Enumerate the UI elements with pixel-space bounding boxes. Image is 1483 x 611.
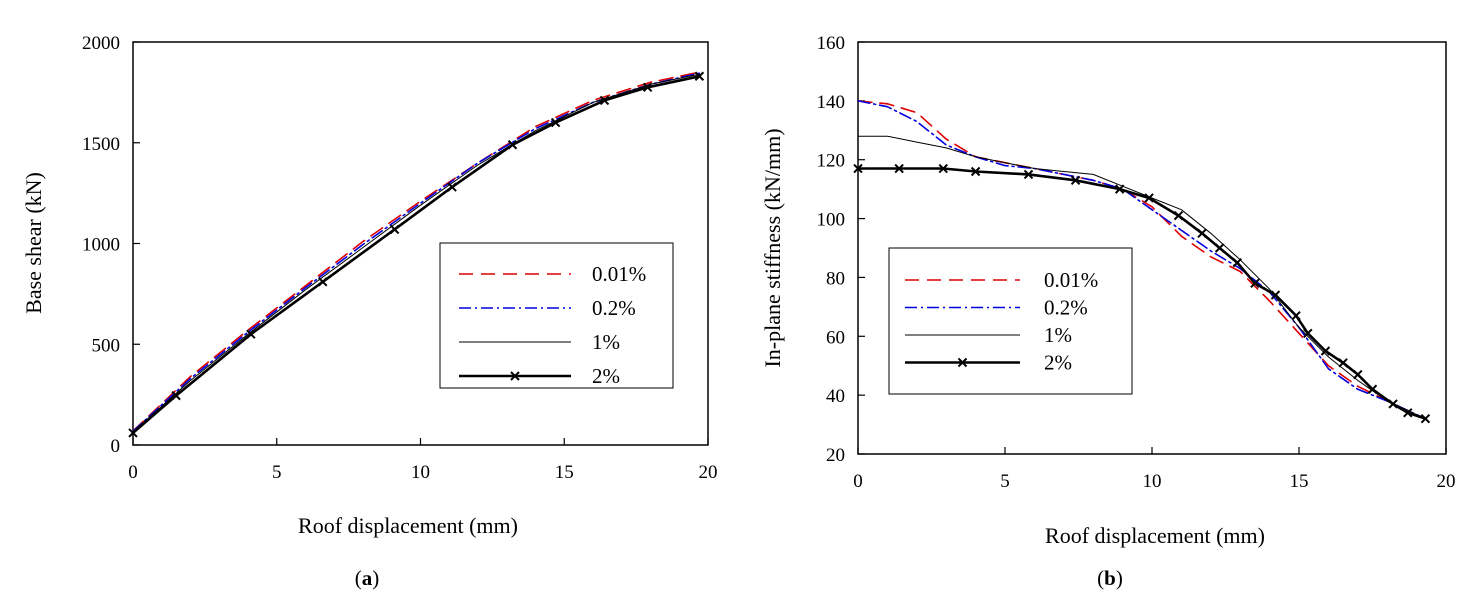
x-tick-label-b: 20 <box>1437 471 1456 492</box>
data-point-b-3 <box>853 163 863 174</box>
legend-entries-b: 0.01% 0.2% 1% 2% <box>905 268 1098 375</box>
legend-box-b <box>888 247 1133 395</box>
data-point-b-3 <box>1338 358 1348 368</box>
legend-label-b-1: 0.2% <box>1044 296 1088 320</box>
data-point-a-3 <box>642 82 653 93</box>
y-axis-label-a: Base shear (kN) <box>21 172 46 314</box>
caption-a: (a) <box>355 566 380 590</box>
data-point-b-3 <box>1250 278 1260 289</box>
data-point-b-3 <box>1173 210 1184 221</box>
y-tick-label-b: 80 <box>826 268 845 289</box>
data-point-b-3 <box>1367 384 1378 394</box>
data-point-a-3 <box>599 95 610 106</box>
data-point-a-3 <box>507 140 518 150</box>
data-point-a-3 <box>447 182 457 192</box>
data-point-b-3 <box>1403 408 1413 418</box>
legend-marker-b <box>957 357 968 368</box>
data-point-a-3 <box>318 277 328 287</box>
legend-label-b-3: 2% <box>1044 351 1072 375</box>
legend-label-a-2: 1% <box>592 330 620 354</box>
data-point-b-3 <box>1291 310 1301 321</box>
data-point-b-3 <box>970 166 981 177</box>
data-point-b-3 <box>1232 258 1242 268</box>
series-line-b-0 <box>857 100 1427 420</box>
y-tick-label-b: 140 <box>817 92 846 113</box>
x-tick-label-b: 0 <box>853 471 863 492</box>
legend-entries-a: 0.01% 0.2% 1% 2% <box>459 262 646 388</box>
y-tick-label-a: 1500 <box>82 134 120 155</box>
legend-label-a-3: 2% <box>592 364 620 388</box>
data-point-b-3 <box>1320 346 1331 356</box>
caption-a-open: ( <box>355 566 362 590</box>
y-tick-label-b: 60 <box>826 327 845 348</box>
y-axis-label-b: In-plane stiffness (kN/mm) <box>760 128 785 367</box>
x-axis-label-b: Roof displacement (mm) <box>1045 523 1265 548</box>
legend-label-b-0: 0.01% <box>1044 268 1098 292</box>
data-point-a-3 <box>171 390 181 401</box>
caption-a-close: ) <box>372 566 379 590</box>
data-point-b-3 <box>1070 175 1081 186</box>
data-point-a-3 <box>694 71 705 81</box>
chart-a: 0 5 10 15 20 0 500 1000 1500 2000 0.01% 0.2% 1% 2% R… <box>21 33 718 590</box>
legend-label-a-1: 0.2% <box>592 296 636 320</box>
data-point-a-3 <box>550 117 561 128</box>
chart-b: 0 5 10 15 20 20 40 60 80 100 120 140 160 0.01% 0.2% 1%… <box>760 33 1456 590</box>
data-point-a-3 <box>389 224 400 235</box>
x-tick-label-b: 15 <box>1290 471 1309 492</box>
data-point-b-3 <box>894 163 904 174</box>
y-tick-label-b: 100 <box>817 210 846 231</box>
x-tick-label-b: 10 <box>1143 471 1162 492</box>
data-point-b-3 <box>1144 193 1154 203</box>
series-line-b-1 <box>857 100 1427 420</box>
data-point-b-3 <box>1114 184 1125 194</box>
y-tick-label-a: 2000 <box>82 33 120 54</box>
legend-b: 0.01% 0.2% 1% 2% <box>888 247 1133 395</box>
data-point-b-3 <box>1388 399 1398 409</box>
ticks-b: 0 5 10 15 20 20 40 60 80 100 120 140 160 <box>817 33 1456 492</box>
data-point-b-3 <box>1214 243 1225 253</box>
data-point-b-3 <box>1197 228 1207 238</box>
y-tick-label-a: 500 <box>92 335 121 356</box>
x-tick-label-a: 15 <box>555 462 574 483</box>
data-point-b-3 <box>1023 169 1034 180</box>
ticks-a: 0 5 10 15 20 0 500 1000 1500 2000 <box>82 33 718 483</box>
data-point-b-3 <box>1353 369 1363 380</box>
data-point-b-3 <box>1420 413 1431 424</box>
x-tick-label-a: 5 <box>272 462 282 483</box>
x-tick-label-b: 5 <box>1000 471 1010 492</box>
caption-a-letter: a <box>362 566 373 590</box>
caption-b-letter: b <box>1104 566 1116 590</box>
legend-label-a-0: 0.01% <box>592 262 646 286</box>
y-tick-label-b: 40 <box>826 386 845 407</box>
legend-a: 0.01% 0.2% 1% 2% <box>439 242 674 389</box>
caption-b-open: ( <box>1097 566 1104 590</box>
legend-label-b-2: 1% <box>1044 323 1072 347</box>
x-tick-label-a: 0 <box>128 462 138 483</box>
y-tick-label-a: 1000 <box>82 235 120 256</box>
caption-b-close: ) <box>1116 566 1123 590</box>
data-point-a-3 <box>246 329 256 339</box>
caption-b: (b) <box>1097 566 1123 590</box>
series-layer-a <box>128 71 705 438</box>
data-point-b-3 <box>938 163 948 174</box>
data-point-b-3 <box>1303 328 1313 339</box>
y-tick-label-b: 20 <box>826 445 845 466</box>
data-point-b-3 <box>1270 290 1281 300</box>
y-tick-label-b: 160 <box>817 33 846 54</box>
x-tick-label-a: 10 <box>411 462 430 483</box>
series-layer-b <box>853 100 1431 424</box>
y-tick-label-b: 120 <box>817 151 846 172</box>
legend-box-a <box>439 242 674 389</box>
x-tick-label-a: 20 <box>699 462 718 483</box>
legend-marker-a <box>510 371 520 381</box>
series-line-a-2 <box>132 73 700 433</box>
y-tick-label-a: 0 <box>111 436 121 457</box>
data-point-a-3 <box>128 428 138 438</box>
x-axis-label-a: Roof displacement (mm) <box>298 513 518 538</box>
